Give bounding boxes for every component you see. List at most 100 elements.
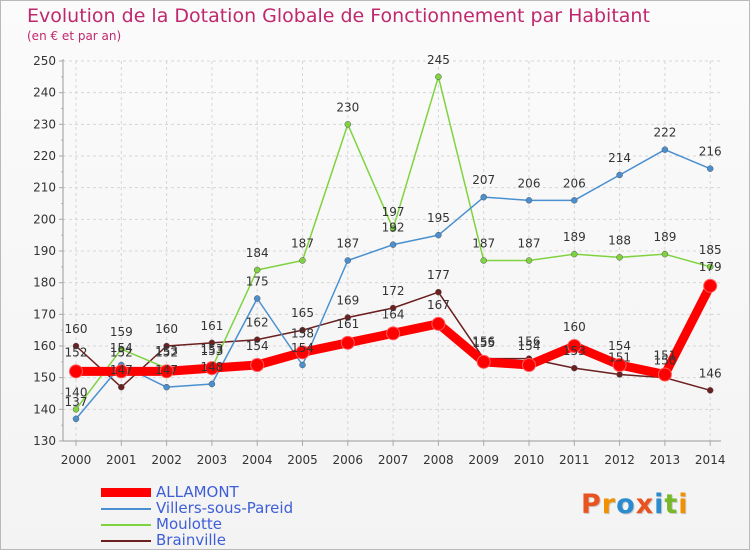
logo-letter: x [635, 489, 655, 520]
data-label-moulotte: 153 [155, 344, 178, 358]
legend-swatch-brainville [101, 540, 151, 542]
data-point-brainville [571, 364, 578, 372]
data-label-moulotte: 159 [110, 325, 133, 339]
data-point-allamont [159, 364, 174, 379]
data-point-brainville [253, 336, 261, 343]
x-tick-label: 2009 [468, 453, 499, 467]
data-point-brainville [706, 387, 714, 394]
logo-letter: o [616, 489, 636, 520]
data-point-allamont [567, 339, 582, 353]
data-label-allamont: 154 [518, 339, 541, 353]
data-point-villers-sous-pareid [525, 197, 533, 204]
y-tick-label: 130 [33, 434, 56, 448]
data-point-villers-sous-pareid [389, 241, 397, 248]
logo-letter: t [664, 489, 679, 520]
data-label-villers-sous-pareid: 195 [427, 211, 450, 225]
data-label-moulotte: 140 [65, 385, 88, 399]
chart-title: Evolution de la Dotation Globale de Fonc… [27, 5, 650, 27]
x-tick-label: 2008 [423, 453, 454, 467]
data-label-villers-sous-pareid: 192 [382, 221, 405, 235]
data-point-allamont [295, 345, 310, 360]
x-tick-label: 2007 [378, 453, 409, 467]
data-point-brainville [299, 326, 306, 334]
data-point-allamont [114, 364, 129, 379]
logo-letter: P [581, 489, 602, 520]
data-point-allamont [386, 326, 401, 341]
data-label-brainville: 172 [382, 284, 405, 298]
x-tick-label: 2013 [650, 453, 681, 467]
data-label-villers-sous-pareid: 154 [291, 341, 314, 355]
y-tick-label: 160 [33, 339, 56, 353]
data-point-brainville [72, 342, 80, 350]
data-point-moulotte [435, 73, 442, 81]
data-label-allamont: 151 [653, 349, 676, 363]
x-tick-label: 2012 [604, 453, 635, 467]
data-point-villers-sous-pareid [571, 197, 578, 204]
data-point-brainville [208, 339, 216, 347]
legend-label-allamont: ALLAMONT [156, 483, 239, 501]
data-point-villers-sous-pareid [435, 231, 442, 239]
data-point-moulotte [299, 257, 306, 264]
data-label-villers-sous-pareid: 187 [336, 237, 359, 251]
x-tick-label: 2011 [559, 453, 590, 467]
data-label-moulotte: 184 [246, 246, 269, 260]
data-label-moulotte: 245 [427, 53, 450, 67]
data-point-villers-sous-pareid [616, 171, 623, 179]
y-tick-label: 240 [33, 86, 56, 100]
data-point-moulotte [480, 257, 487, 264]
data-point-moulotte [571, 250, 578, 258]
data-label-villers-sous-pareid: 207 [472, 173, 495, 187]
data-label-brainville: 156 [472, 335, 495, 349]
y-tick-label: 250 [33, 54, 56, 68]
data-label-brainville: 177 [427, 268, 450, 282]
data-point-brainville [163, 342, 170, 350]
y-tick-label: 200 [33, 212, 56, 226]
data-label-allamont: 155 [472, 336, 495, 350]
data-label-villers-sous-pareid: 175 [246, 275, 269, 289]
data-point-villers-sous-pareid [208, 380, 216, 388]
data-point-allamont [431, 316, 446, 331]
chart-subtitle: (en € et par an) [27, 29, 122, 43]
data-point-moulotte [72, 406, 80, 413]
data-label-allamont: 152 [110, 345, 133, 359]
logo-letter: i [654, 489, 665, 520]
data-point-villers-sous-pareid [299, 361, 306, 369]
data-point-brainville [389, 304, 397, 312]
x-tick-label: 2003 [197, 453, 228, 467]
data-label-moulotte: 189 [563, 230, 586, 244]
data-label-brainville: 165 [291, 306, 314, 320]
x-tick-label: 2014 [695, 453, 726, 467]
y-tick-label: 230 [33, 117, 56, 131]
data-label-allamont: 154 [246, 339, 269, 353]
data-label-brainville: 147 [110, 363, 133, 377]
data-point-villers-sous-pareid [706, 165, 714, 172]
data-point-allamont [69, 364, 83, 379]
data-point-allamont [340, 335, 355, 350]
data-point-brainville [344, 314, 352, 321]
data-label-brainville: 156 [518, 335, 541, 349]
legend-swatch-villers-sous-pareid [101, 508, 151, 510]
data-label-moulotte: 230 [336, 100, 359, 114]
data-point-allamont [703, 278, 718, 293]
data-label-brainville: 151 [608, 351, 631, 365]
y-tick-label: 140 [33, 402, 56, 416]
data-label-brainville: 162 [246, 316, 269, 330]
data-point-moulotte [118, 345, 125, 353]
x-tick-label: 2001 [106, 453, 137, 467]
data-label-moulotte: 153 [200, 344, 223, 358]
data-point-allamont [522, 358, 536, 372]
data-point-moulotte [661, 250, 669, 258]
data-label-brainville: 146 [699, 366, 722, 380]
data-point-allamont [476, 354, 491, 369]
y-tick-label: 210 [33, 181, 56, 195]
data-label-allamont: 167 [427, 298, 450, 312]
y-tick-label: 180 [33, 276, 56, 290]
x-tick-label: 2004 [242, 453, 273, 467]
data-label-villers-sous-pareid: 214 [608, 151, 631, 165]
data-point-brainville [435, 288, 442, 296]
data-point-allamont [250, 358, 265, 372]
data-point-villers-sous-pareid [480, 193, 487, 201]
legend-label-moulotte: Moulotte [156, 515, 222, 533]
